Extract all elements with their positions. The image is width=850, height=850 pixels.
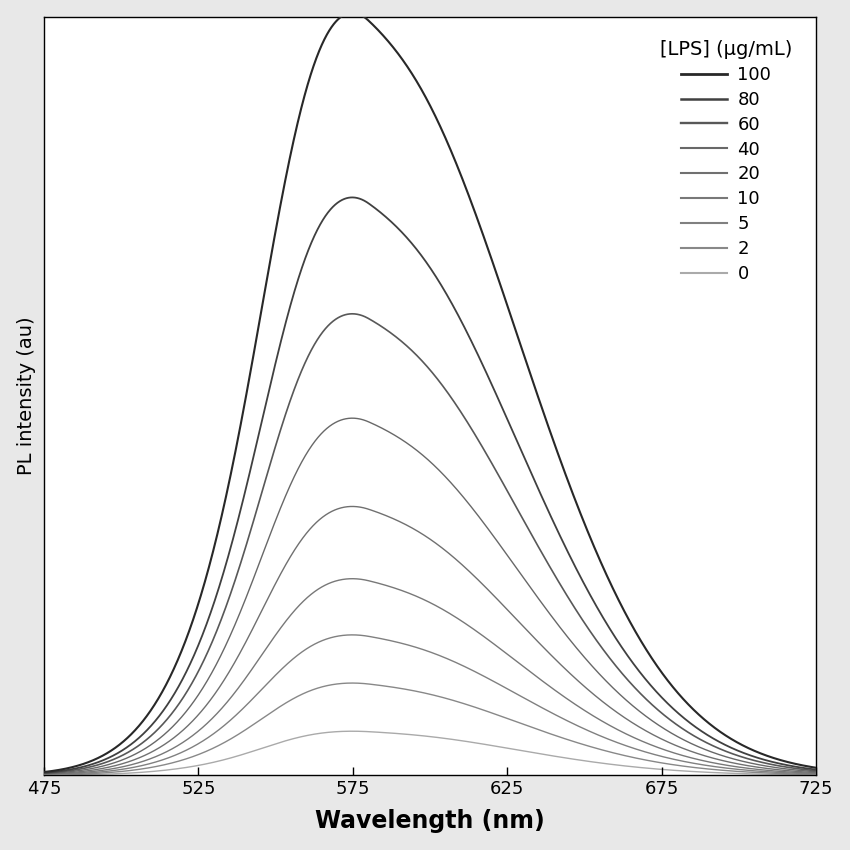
Y-axis label: PL intensity (au): PL intensity (au) (17, 317, 36, 475)
Legend: 100, 80, 60, 40, 20, 10, 5, 2, 0: 100, 80, 60, 40, 20, 10, 5, 2, 0 (651, 31, 802, 292)
X-axis label: Wavelength (nm): Wavelength (nm) (315, 809, 545, 833)
